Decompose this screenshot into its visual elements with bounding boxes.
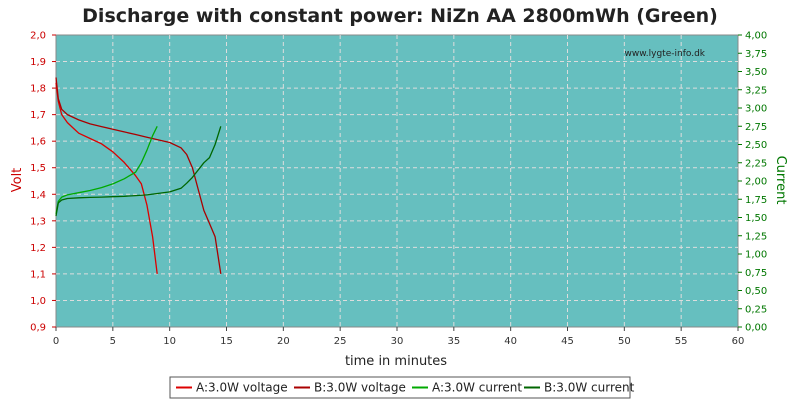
y-left-tick-label: 1,3 bbox=[30, 216, 46, 227]
series-layer bbox=[55, 77, 222, 274]
x-tick-label: 50 bbox=[618, 336, 631, 347]
y-right-tick-label: 0,75 bbox=[745, 268, 767, 279]
y-axis-left: 0,9 1,0 1,1 1,2 1,3 1,4 1,5 1,6 1,7 1,8 1,9 2,0 bbox=[30, 31, 56, 334]
y-right-tick-label: 2,25 bbox=[745, 158, 767, 169]
x-tick-label: 40 bbox=[504, 336, 517, 347]
y-right-tick-label: 0,25 bbox=[745, 304, 767, 315]
x-tick-label: 15 bbox=[220, 336, 233, 347]
y-left-tick-label: 1,7 bbox=[30, 110, 46, 121]
y-right-tick-label: 3,25 bbox=[745, 85, 767, 96]
y-right-tick-label: 0,50 bbox=[745, 286, 767, 297]
y-left-tick-label: 1,2 bbox=[30, 243, 46, 254]
y-right-tick-label: 4,00 bbox=[745, 31, 767, 42]
x-axis-label: time in minutes bbox=[345, 354, 447, 369]
series-line-2 bbox=[55, 77, 222, 274]
y-right-tick-label: 1,75 bbox=[745, 195, 767, 206]
x-tick-label: 30 bbox=[391, 336, 404, 347]
x-tick-label: 20 bbox=[277, 336, 290, 347]
y-left-tick-label: 2,0 bbox=[30, 31, 46, 42]
legend-box bbox=[169, 376, 631, 399]
y-left-tick-label: 1,6 bbox=[30, 137, 46, 148]
y-right-tick-label: 3,50 bbox=[745, 67, 767, 78]
y-left-tick-label: 1,0 bbox=[30, 296, 46, 307]
series-line-1 bbox=[55, 82, 158, 274]
x-tick-label: 45 bbox=[561, 336, 574, 347]
grid bbox=[56, 35, 738, 327]
legend-item-label: A:3.0W current bbox=[432, 381, 522, 395]
y-left-tick-label: 1,8 bbox=[30, 84, 46, 95]
y-right-tick-label: 2,75 bbox=[745, 122, 767, 133]
legend-item-label: A:3.0W voltage bbox=[196, 381, 288, 395]
legend-item-label: B:3.0W voltage bbox=[314, 381, 406, 395]
y-right-tick-label: 2,50 bbox=[745, 140, 767, 151]
x-tick-label: 55 bbox=[675, 336, 688, 347]
y-axis-right-label: Current bbox=[773, 156, 788, 205]
legend: A:3.0W voltage B:3.0W voltage A:3.0W curre… bbox=[169, 376, 635, 399]
x-tick-label: 0 bbox=[53, 336, 59, 347]
x-tick-label: 10 bbox=[163, 336, 176, 347]
y-right-tick-label: 1,50 bbox=[745, 213, 767, 224]
y-axis-left-label: Volt bbox=[10, 168, 25, 193]
x-tick-label: 5 bbox=[110, 336, 116, 347]
y-axis-right: 0,00 0,25 0,50 0,75 1,00 1,25 1,50 1,75 2,00 2,25… bbox=[738, 31, 767, 334]
y-left-tick-label: 1,5 bbox=[30, 163, 46, 174]
chart-title: Discharge with constant power: NiZn AA 2… bbox=[82, 5, 718, 27]
y-left-tick-label: 1,9 bbox=[30, 57, 46, 68]
y-right-tick-label: 3,75 bbox=[745, 49, 767, 60]
x-tick-label: 25 bbox=[334, 336, 347, 347]
y-right-tick-label: 3,00 bbox=[745, 104, 767, 115]
y-right-tick-label: 1,00 bbox=[745, 250, 767, 261]
legend-item-label: B:3.0W current bbox=[544, 381, 635, 395]
series-line-3 bbox=[55, 126, 158, 214]
plot-area bbox=[55, 34, 739, 328]
y-left-tick-label: 0,9 bbox=[30, 323, 46, 334]
y-left-tick-label: 1,1 bbox=[30, 269, 46, 280]
x-axis: 0 5 10 15 20 25 30 35 40 45 50 55 60 bbox=[53, 327, 745, 347]
x-tick-label: 60 bbox=[732, 336, 745, 347]
y-right-tick-label: 0,00 bbox=[745, 323, 767, 334]
x-tick-label: 35 bbox=[447, 336, 460, 347]
y-left-tick-label: 1,4 bbox=[30, 190, 46, 201]
y-right-tick-label: 2,00 bbox=[745, 177, 767, 188]
series-line-4 bbox=[55, 126, 222, 217]
y-right-tick-label: 1,25 bbox=[745, 231, 767, 242]
watermark: www.lygte-info.dk bbox=[625, 49, 706, 59]
